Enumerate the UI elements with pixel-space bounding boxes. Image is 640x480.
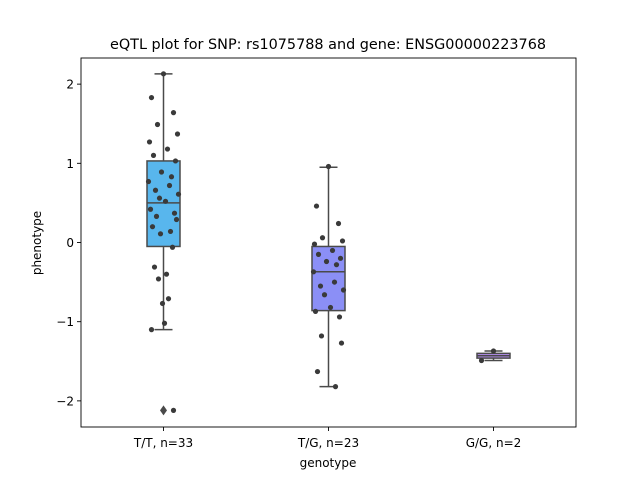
data-point: [170, 407, 177, 413]
data-point: [164, 146, 171, 152]
data-point: [321, 292, 328, 298]
data-point: [332, 384, 339, 390]
data-point: [153, 213, 160, 219]
data-point: [323, 258, 330, 265]
genotype-group: T/G, n=23: [297, 163, 359, 450]
data-point: [317, 283, 324, 289]
x-axis-label: genotype: [300, 456, 357, 470]
data-point: [162, 198, 169, 204]
genotype-group: T/T, n=33: [133, 71, 193, 450]
data-point: [158, 169, 165, 175]
data-point: [148, 94, 155, 101]
data-point: [478, 357, 485, 364]
data-point: [156, 195, 163, 201]
data-point: [169, 244, 176, 250]
chart-title: eQTL plot for SNP: rs1075788 and gene: E…: [110, 37, 546, 53]
data-point: [315, 251, 322, 257]
data-point: [152, 187, 159, 193]
data-point: [161, 320, 168, 326]
data-point: [149, 224, 156, 230]
data-point: [314, 368, 321, 375]
y-tick-label: −2: [56, 394, 74, 408]
data-point: [154, 121, 161, 128]
data-point: [329, 247, 336, 254]
data-point: [172, 158, 179, 164]
data-point: [313, 203, 320, 209]
data-point: [333, 262, 340, 268]
data-point: [146, 139, 153, 145]
x-tick-label: T/G, n=23: [297, 436, 359, 450]
data-point: [340, 287, 347, 293]
outlier-marker: [160, 405, 167, 416]
data-point: [148, 327, 155, 333]
data-point: [325, 163, 332, 170]
data-point: [165, 296, 172, 302]
data-point: [311, 241, 318, 247]
data-point: [145, 178, 152, 185]
data-point: [335, 220, 342, 227]
data-point: [336, 314, 343, 320]
genotype-group: G/G, n=2: [466, 348, 522, 450]
data-point: [174, 131, 181, 137]
data-point: [147, 206, 154, 212]
data-point: [339, 238, 346, 244]
x-tick-label: G/G, n=2: [466, 436, 522, 450]
data-point: [150, 152, 157, 158]
y-tick-label: 1: [66, 157, 74, 171]
x-tick-label: T/T, n=33: [133, 436, 193, 450]
data-point: [312, 308, 319, 314]
data-point: [331, 279, 338, 285]
data-point: [159, 300, 166, 307]
data-point: [163, 271, 170, 277]
data-point: [337, 255, 344, 261]
data-point: [490, 348, 497, 354]
data-point: [151, 264, 158, 270]
y-tick-label: −1: [56, 315, 74, 329]
data-point: [168, 174, 175, 180]
iqr-box: [146, 160, 181, 248]
data-point: [175, 191, 182, 197]
data-point: [155, 276, 162, 282]
data-point: [318, 333, 325, 339]
data-point: [310, 269, 317, 275]
data-point: [157, 231, 164, 237]
data-point: [166, 182, 173, 189]
plot-area: 2 1 0 −1 −2 T/T, n=33 T/G, n=23 G/G, n=2: [56, 57, 577, 450]
data-point: [170, 110, 177, 116]
data-point: [173, 216, 180, 223]
data-point: [167, 228, 174, 235]
y-tick-label: 2: [66, 78, 74, 92]
data-point: [171, 210, 178, 216]
data-point: [160, 71, 167, 77]
data-point: [319, 235, 326, 241]
y-axis-label: phenotype: [30, 211, 44, 275]
data-point: [327, 304, 334, 311]
data-point: [338, 340, 345, 346]
y-tick-label: 0: [66, 236, 74, 250]
